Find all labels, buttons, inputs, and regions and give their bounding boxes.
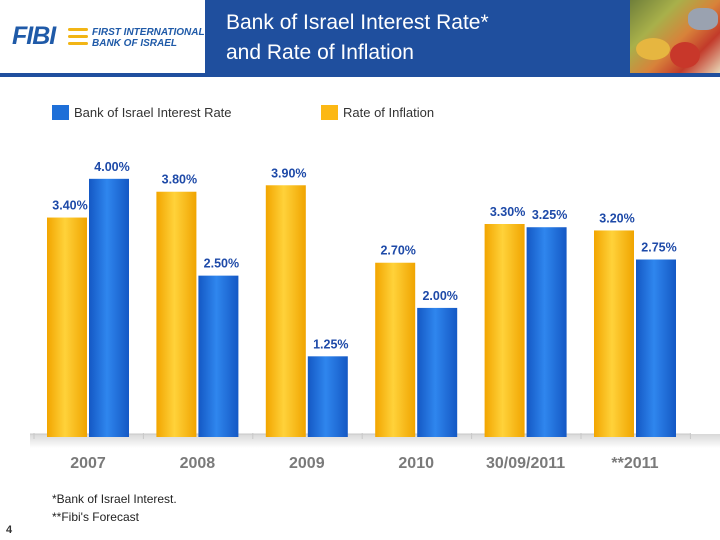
bar-interest-0 xyxy=(89,178,129,437)
x-tick-label-1: 2008 xyxy=(180,455,216,472)
legend-swatch-inflation xyxy=(321,105,338,120)
data-label-inflation-0: 3.40% xyxy=(52,199,87,213)
legend-interest: Bank of Israel Interest Rate xyxy=(52,105,232,120)
bar-inflation-2 xyxy=(265,185,306,437)
x-tick-label-4: 30/09/2011 xyxy=(486,455,565,472)
data-label-interest-0: 4.00% xyxy=(94,160,129,174)
data-label-inflation-3: 2.70% xyxy=(380,244,415,258)
data-label-inflation-4: 3.30% xyxy=(490,205,525,219)
bar-interest-1 xyxy=(198,275,239,437)
page-number: 4 xyxy=(6,524,13,536)
bar-inflation-5 xyxy=(594,230,634,437)
logo-line-2: BANK OF ISRAEL xyxy=(92,38,177,49)
bar-inflation-0 xyxy=(47,217,87,437)
x-tick-label-0: 2007 xyxy=(70,455,106,472)
bar-interest-2 xyxy=(307,356,348,437)
data-label-interest-2: 1.25% xyxy=(313,337,348,351)
legend-inflation: Rate of Inflation xyxy=(321,105,434,120)
logo-mark: FIBI xyxy=(12,22,56,50)
bar-interest-3 xyxy=(417,307,458,437)
title-line-1: Bank of Israel Interest Rate* xyxy=(226,11,489,34)
bar-inflation-3 xyxy=(375,262,416,437)
header-bar: FIBI FIRST INTERNATIONAL BANK OF ISRAEL … xyxy=(0,0,720,77)
header-photo xyxy=(630,0,720,73)
x-tick-label-2: 2009 xyxy=(289,455,325,472)
bar-inflation-4 xyxy=(484,224,525,437)
title-line-2: and Rate of Inflation xyxy=(226,41,414,64)
footnotes: *Bank of Israel Interest. **Fibi's Forec… xyxy=(52,490,177,526)
data-label-interest-3: 2.00% xyxy=(422,289,457,303)
x-tick-label-3: 2010 xyxy=(398,455,434,472)
legend-label-inflation: Rate of Inflation xyxy=(343,105,435,120)
logo: FIBI FIRST INTERNATIONAL BANK OF ISRAEL xyxy=(0,0,205,73)
data-label-interest-4: 3.25% xyxy=(532,208,567,222)
chart-floor xyxy=(30,434,720,448)
legend-label-interest: Bank of Israel Interest Rate xyxy=(74,105,232,120)
logo-bars-icon xyxy=(68,28,88,45)
bar-inflation-1 xyxy=(156,191,197,437)
bar-interest-4 xyxy=(526,227,567,437)
legend-swatch-interest xyxy=(52,105,69,120)
page-title: Bank of Israel Interest Rate* and Rate o… xyxy=(226,8,489,68)
x-tick-label-5: **2011 xyxy=(611,455,658,472)
logo-text: FIRST INTERNATIONAL BANK OF ISRAEL xyxy=(92,27,205,49)
data-label-inflation-5: 3.20% xyxy=(599,211,634,225)
footnote-1: *Bank of Israel Interest. xyxy=(52,492,177,506)
bar-chart: 3.40% 4.00% 3.80% 2.50% 3.90% 1.25% 2.70% 2.00%… xyxy=(30,160,720,472)
data-label-interest-1: 2.50% xyxy=(204,257,239,271)
bar-interest-5 xyxy=(636,259,676,437)
data-label-inflation-2: 3.90% xyxy=(271,166,306,180)
logo-line-1: FIRST INTERNATIONAL xyxy=(92,27,205,38)
footnote-2: **Fibi's Forecast xyxy=(52,510,139,524)
data-label-inflation-1: 3.80% xyxy=(162,173,197,187)
data-label-interest-5: 2.75% xyxy=(641,241,676,255)
